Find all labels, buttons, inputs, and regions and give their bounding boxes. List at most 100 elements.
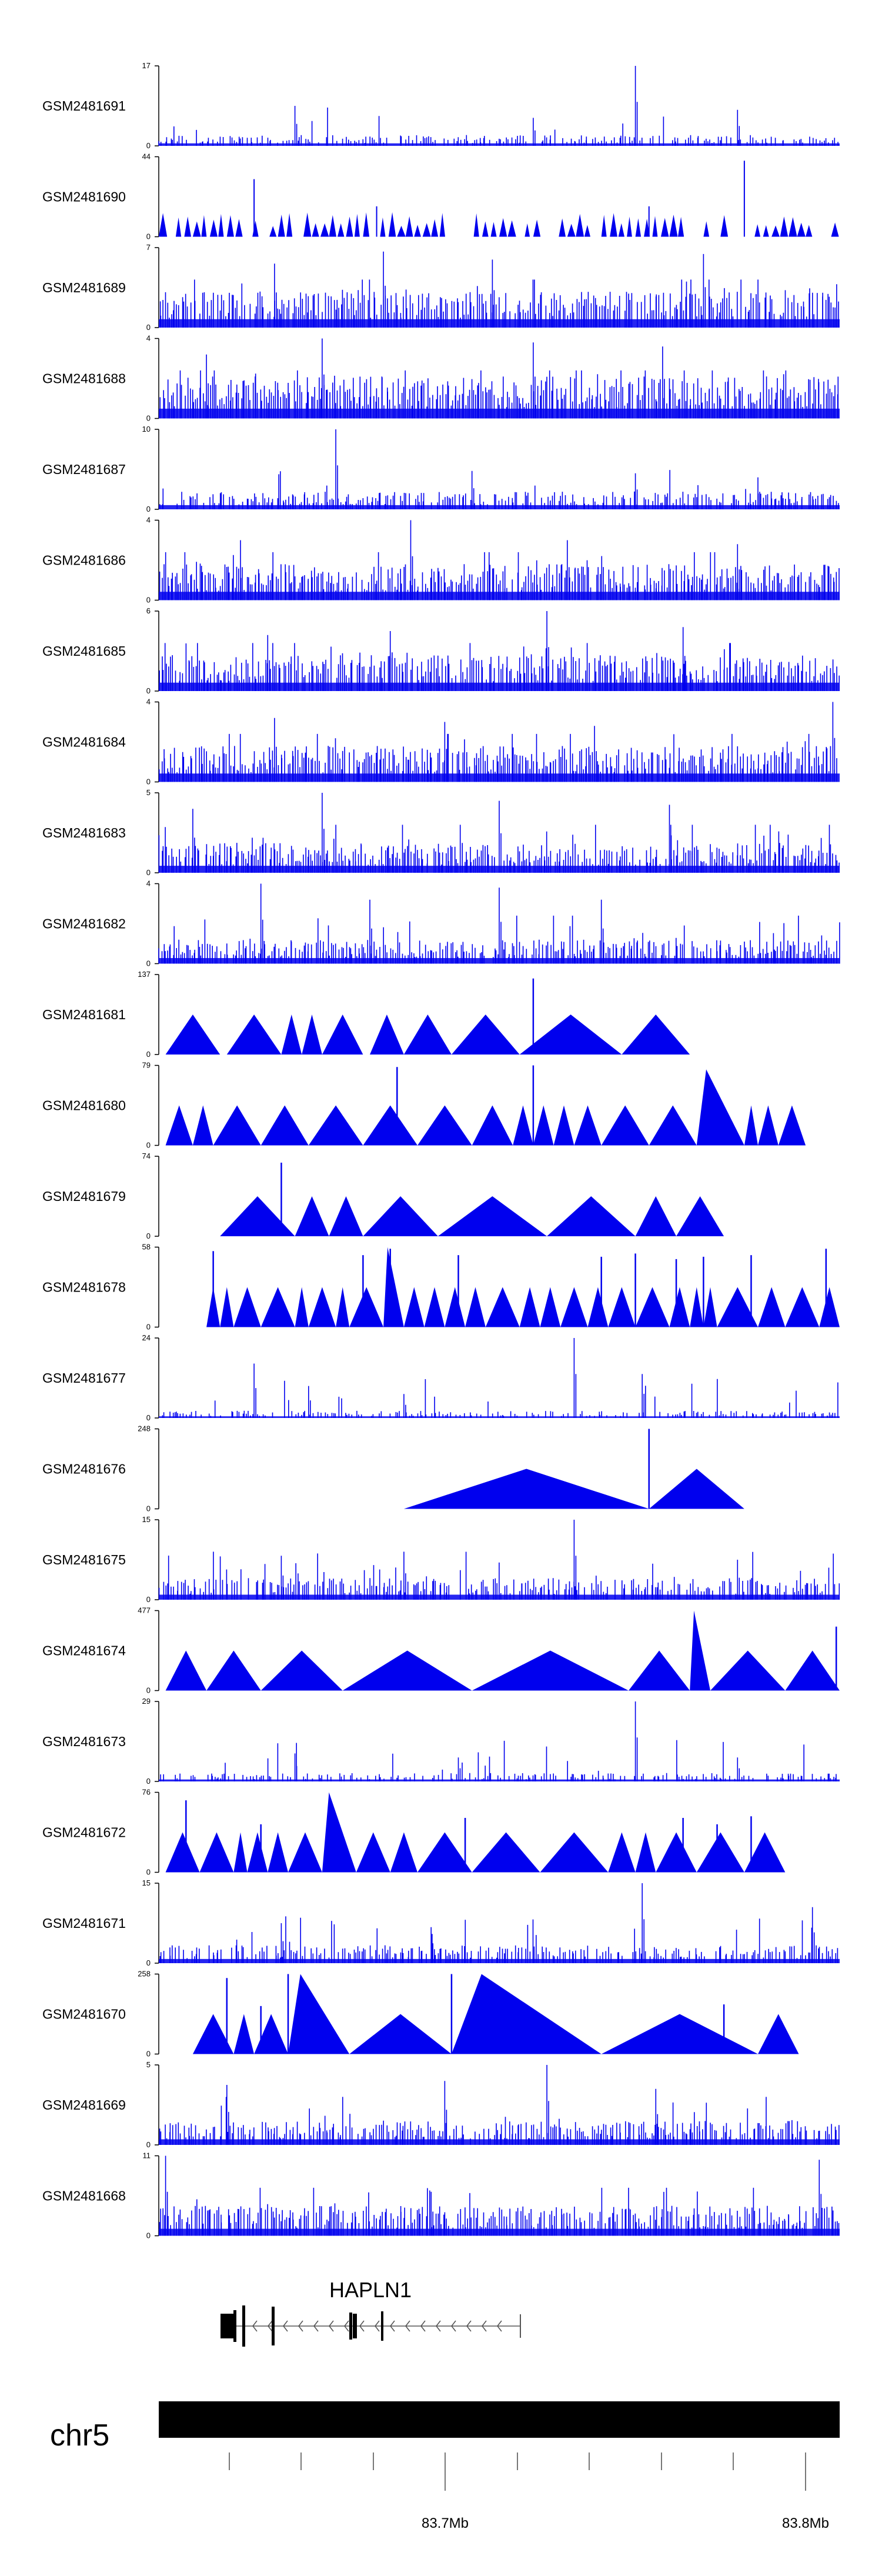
track-GSM2481678: GSM2481678 58 0 [42,1243,840,1332]
coverage-peak [295,1287,309,1327]
track-GSM2481671: GSM2481671 15 0 [42,1878,840,1967]
coverage-peak [540,1287,561,1327]
coverage-peak [226,215,234,237]
coverage-peak [513,1105,533,1146]
coverage-peak [235,219,243,237]
coverage-signal [162,1338,838,1418]
track-label: GSM2481685 [42,643,126,659]
y-tick-label-min: 0 [146,2050,151,2058]
coverage-peak [567,223,576,237]
strand-chevron [328,2320,334,2332]
coverage-peak [388,212,396,237]
gene-exon [242,2305,245,2347]
coverage-peak [383,1247,404,1327]
coverage-peak [199,1832,234,1873]
track-GSM2481684: GSM2481684 4 0 [42,698,840,786]
coverage-peak [482,221,489,237]
track-label: GSM2481680 [42,1098,126,1113]
coverage-peak [635,1287,670,1327]
strand-chevron [466,2320,472,2332]
coverage-tracks: GSM2481691170GSM2481690440GSM248168970GS… [42,61,840,2240]
coverage-peak [320,223,329,237]
coverage-peak [439,213,445,237]
coverage-peak [349,2014,452,2054]
coverage-peak [254,2014,288,2054]
y-tick-label-min: 0 [146,1777,151,1786]
y-tick-label-max: 477 [138,1606,151,1615]
coverage-peak [451,1015,520,1055]
coverage-peak [370,1015,404,1055]
coverage-peak [472,1650,629,1691]
coverage-peak [519,1015,622,1055]
coverage-peak [649,1105,697,1146]
track-GSM2481670: GSM2481670 258 0 [42,1970,799,2058]
coverage-peak [629,1650,690,1691]
coverage-peak [165,1015,220,1055]
track-label: GSM2481679 [42,1189,126,1204]
coverage-signal [158,883,840,964]
y-tick-label-max: 4 [146,516,151,525]
coverage-peak [403,1015,452,1055]
coverage-peak [308,1105,363,1146]
strand-chevron [389,2320,395,2332]
strand-chevron [267,2320,273,2332]
track-label: GSM2481689 [42,280,126,295]
coverage-peak [540,1832,609,1873]
coverage-peak [159,213,168,237]
coverage-peak [437,1196,547,1236]
coverage-peak [524,223,530,237]
y-tick-label-min: 0 [146,596,151,605]
coverage-peak [165,1650,207,1691]
coverage-peak [533,219,541,237]
gene-label: HAPLN1 [329,2278,412,2302]
track-GSM2481677: GSM2481677 24 0 [42,1333,840,1422]
track-GSM2481669: GSM2481669 5 0 [42,2060,840,2149]
coverage-peak [789,217,797,237]
y-tick-label-max: 15 [142,1515,151,1524]
coverage-peak [744,1832,786,1873]
coverage-peak [806,225,813,237]
coverage-peak [390,1832,417,1873]
coverage-peak [690,1610,710,1691]
coverage-peak [209,219,218,237]
y-tick-label-min: 0 [146,414,151,423]
coverage-peak [676,1196,724,1236]
coverage-peak [831,222,839,237]
coverage-signal [158,66,838,146]
coverage-signal [159,520,840,600]
track-GSM2481679: GSM2481679 74 0 [42,1152,724,1240]
scale-tick-label: 83.7Mb [422,2515,469,2531]
coverage-peak [644,218,650,237]
coverage-peak [610,213,617,237]
y-tick-label-min: 0 [146,1686,151,1695]
track-label: GSM2481676 [42,1461,126,1477]
coverage-peak [547,1196,636,1236]
coverage-peak [785,1287,820,1327]
strand-chevron [405,2320,410,2332]
coverage-peak [669,215,678,237]
coverage-peak [218,213,224,237]
coverage-peak [165,1105,193,1146]
strand-chevron [313,2320,319,2332]
coverage-peak [322,1792,356,1873]
strand-chevron [359,2320,365,2332]
coverage-peak [608,1832,636,1873]
coverage-peak [574,1105,602,1146]
track-label: GSM2481681 [42,1007,126,1022]
gene-exon-utr [220,2314,233,2338]
coverage-peak [560,1287,588,1327]
y-tick-label-max: 6 [146,606,151,615]
coverage-peak [690,1287,704,1327]
coverage-peak [403,1469,649,1509]
coverage-peak [559,218,566,237]
coverage-peak [661,218,669,237]
coverage-peak [652,216,658,237]
coverage-peak [417,1832,472,1873]
gene-annotation: HAPLN1 [220,2278,521,2347]
strand-chevron [496,2320,502,2332]
chromosome-label: chr5 [50,2418,109,2452]
coverage-baseline [159,1779,840,1781]
strand-chevron [420,2320,426,2332]
coverage-peak [233,1832,248,1873]
y-tick-label-min: 0 [146,1958,151,1967]
